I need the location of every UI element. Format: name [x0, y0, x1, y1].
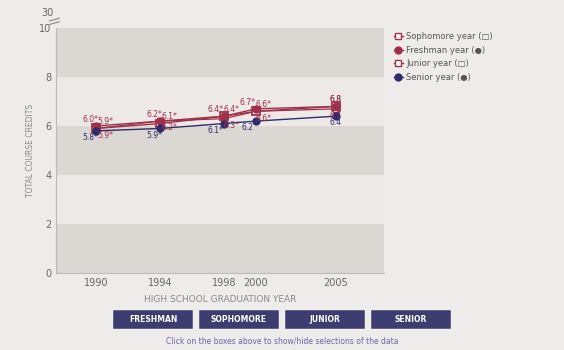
Text: 6.6*: 6.6* [256, 100, 272, 109]
Y-axis label: TOTAL COURSE CREDITS: TOTAL COURSE CREDITS [26, 104, 35, 197]
Text: SOPHOMORE: SOPHOMORE [211, 315, 267, 324]
Text: 30: 30 [41, 7, 54, 18]
Text: 6.7*: 6.7* [240, 98, 256, 107]
Text: 5.9*: 5.9* [147, 131, 162, 140]
Text: FRESHMAN: FRESHMAN [129, 315, 177, 324]
Text: SENIOR: SENIOR [395, 315, 427, 324]
X-axis label: HIGH SCHOOL GRADUATION YEAR: HIGH SCHOOL GRADUATION YEAR [144, 295, 296, 304]
Text: 6.7: 6.7 [329, 111, 342, 120]
Bar [56, 224, 384, 273]
Bar [56, 77, 384, 126]
Text: 6.8: 6.8 [329, 95, 342, 104]
Bar [56, 175, 384, 224]
Text: 6.4*: 6.4* [207, 105, 223, 114]
Text: 5.9*: 5.9* [97, 131, 113, 140]
Bar [56, 28, 384, 77]
Text: 6.1*: 6.1* [162, 112, 178, 121]
Legend: Sophomore year (□), Freshman year (●), Junior year (□), Senior year (●): Sophomore year (□), Freshman year (●), J… [394, 32, 492, 82]
Text: 5.8*: 5.8* [83, 133, 99, 142]
Text: 6.6*: 6.6* [256, 113, 272, 122]
Text: 6.8: 6.8 [329, 95, 342, 104]
Text: 6.0*: 6.0* [83, 115, 99, 124]
Text: JUNIOR: JUNIOR [310, 315, 341, 324]
Text: 6.3*: 6.3* [224, 121, 240, 130]
Text: 6.4*: 6.4* [224, 105, 240, 114]
Text: 5.9*: 5.9* [97, 117, 113, 126]
Text: 6.2*: 6.2* [147, 110, 162, 119]
Text: 6.2: 6.2 [242, 123, 254, 132]
Text: 6.4: 6.4 [329, 118, 342, 127]
Text: Click on the boxes above to show/hide selections of the data: Click on the boxes above to show/hide se… [166, 337, 398, 346]
Bar [56, 126, 384, 175]
Text: 6.2*: 6.2* [162, 123, 178, 132]
Text: 6.1*: 6.1* [207, 126, 223, 135]
